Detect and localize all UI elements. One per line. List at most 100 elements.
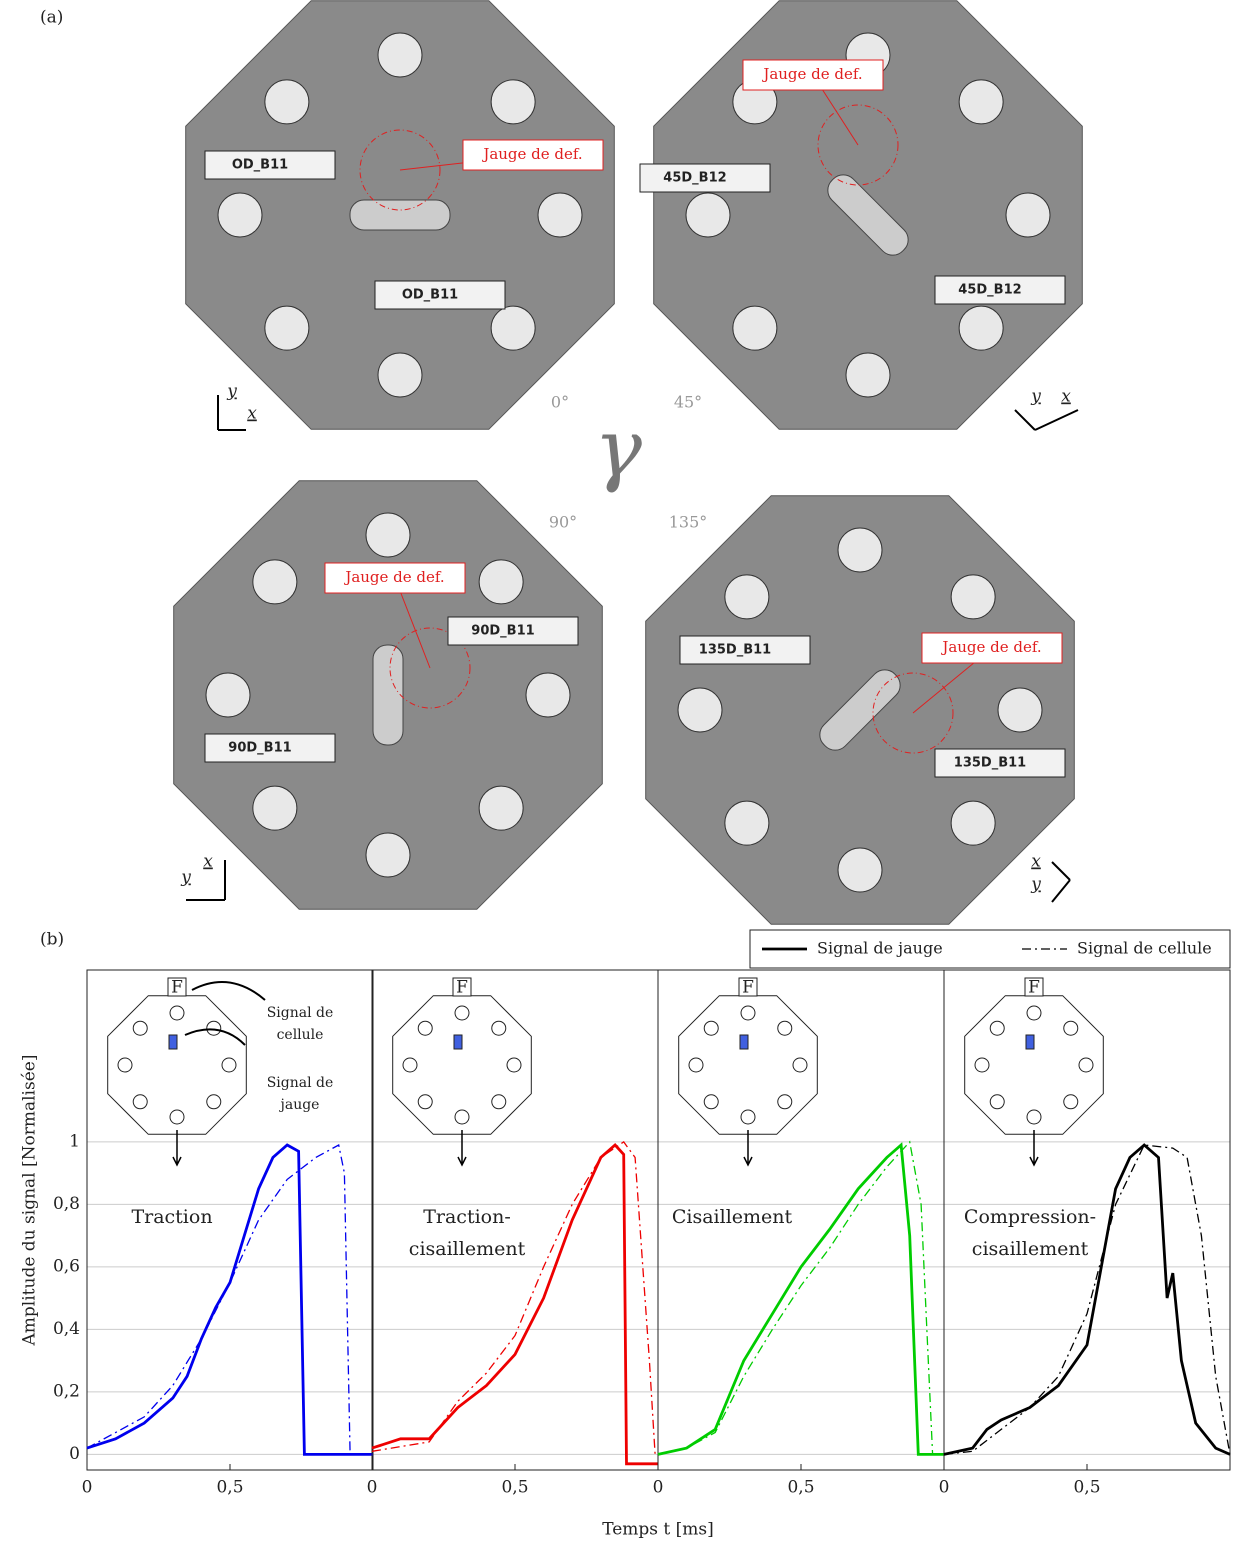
gauge-circle <box>817 104 899 186</box>
bolt-hole <box>837 527 883 573</box>
panel-label: Traction- <box>423 1206 511 1228</box>
inset-hole <box>777 1020 793 1036</box>
x-tick-label: 0,5 <box>216 1478 243 1498</box>
bolt-hole <box>950 800 996 846</box>
gauge-circle <box>389 627 471 709</box>
inset-hole <box>491 1094 507 1110</box>
tag-label: OD_B11 <box>232 158 288 173</box>
inset-hole <box>454 1005 470 1021</box>
inset-hole <box>169 1005 185 1021</box>
legend-label: Signal de jauge <box>817 939 943 958</box>
y-axis-label: Amplitude du signal [Normalisée] <box>20 1055 40 1347</box>
tag-label: 135D_B11 <box>954 756 1026 771</box>
gauge-tube <box>372 644 404 746</box>
inset-gauge <box>739 1034 749 1050</box>
inset-hole <box>740 1005 756 1021</box>
bolt-hole <box>1005 192 1051 238</box>
inset-hole <box>703 1094 719 1110</box>
bolt-hole <box>377 352 423 398</box>
bolt-hole <box>205 672 251 718</box>
bolt-hole <box>724 574 770 620</box>
gamma: γ <box>594 402 642 495</box>
force-box <box>452 977 472 997</box>
y-tick-label: 0,6 <box>53 1256 80 1276</box>
inset-hole <box>117 1057 133 1073</box>
tag-box <box>639 163 771 193</box>
tag-label: 90D_B11 <box>228 741 291 756</box>
bolt-hole <box>845 352 891 398</box>
tag-box <box>679 635 811 665</box>
axis-symbol: x <box>203 852 213 872</box>
bolt-hole <box>490 79 536 125</box>
tag-box <box>447 616 579 646</box>
y-tick-label: 0,2 <box>53 1381 80 1401</box>
axis-symbol: x <box>247 404 257 424</box>
signal-line <box>86 1143 373 1456</box>
inset-hole <box>974 1057 990 1073</box>
callout-box <box>742 59 884 91</box>
legend-box <box>749 929 1231 969</box>
signal-line <box>943 1143 1231 1456</box>
x-tick-label: 0,5 <box>787 1478 814 1498</box>
x-tick-label: 0,5 <box>501 1478 528 1498</box>
inset-hole <box>206 1094 222 1110</box>
bolt-hole <box>997 687 1043 733</box>
force-box <box>738 977 758 997</box>
panel-label: Compression- <box>964 1206 1096 1228</box>
legend-label: Signal de cellule <box>1077 939 1212 958</box>
y-tick-label: 1 <box>69 1131 80 1151</box>
signal-line <box>657 1142 944 1456</box>
inset-specimen <box>678 995 818 1135</box>
axis-symbol: y <box>1030 875 1041 895</box>
panel-label: cisaillement <box>409 1238 526 1260</box>
angle-label: 0° <box>551 393 569 412</box>
signal-line <box>86 1144 373 1456</box>
tag-label: 45D_B12 <box>958 283 1021 298</box>
y-tick-label: 0,4 <box>53 1319 80 1339</box>
gauge-tube <box>819 669 901 751</box>
bolt-hole <box>685 192 731 238</box>
inset-hole <box>740 1109 756 1125</box>
bolt-hole <box>677 687 723 733</box>
bolt-hole <box>217 192 263 238</box>
force-box <box>167 977 187 997</box>
signal-line <box>657 1140 944 1456</box>
x-tick-label: 0 <box>367 1478 378 1498</box>
tag-label: 135D_B11 <box>699 643 771 658</box>
inset-hole <box>989 1094 1005 1110</box>
bolt-hole <box>525 672 571 718</box>
tag-box <box>934 748 1066 778</box>
inset-hole <box>169 1109 185 1125</box>
panel-label: (b) <box>40 930 64 950</box>
inset-hole <box>221 1057 237 1073</box>
force-label: F <box>742 978 754 998</box>
bolt-hole <box>724 800 770 846</box>
bolt-hole <box>252 785 298 831</box>
bolt-hole <box>537 192 583 238</box>
tag-label: 45D_B12 <box>663 171 726 186</box>
angle-label: 45° <box>674 393 702 412</box>
inset-hole <box>1063 1094 1079 1110</box>
inset-gauge <box>168 1034 178 1050</box>
callout-box <box>462 139 604 171</box>
axis-symbol: x <box>1061 387 1071 407</box>
tag-box <box>374 280 506 310</box>
gauge-circle <box>359 129 441 211</box>
inset-hole <box>506 1057 522 1073</box>
force-label: F <box>1028 978 1040 998</box>
bolt-hole <box>837 847 883 893</box>
x-axis-label: Temps t [ms] <box>602 1520 714 1540</box>
inset-hole <box>491 1020 507 1036</box>
inset-hole <box>417 1020 433 1036</box>
inset-note: Signal de <box>267 1075 334 1091</box>
bolt-hole <box>365 832 411 878</box>
signal-line <box>943 1144 1231 1456</box>
inset-hole <box>1078 1057 1094 1073</box>
inset-hole <box>1026 1109 1042 1125</box>
signal-line <box>371 1141 656 1455</box>
gauge-label: Jauge de def. <box>343 568 444 586</box>
inset-specimen <box>964 995 1104 1135</box>
inset-specimen <box>392 995 532 1135</box>
gauge-tube <box>349 199 451 231</box>
tag-label: OD_B11 <box>402 288 458 303</box>
